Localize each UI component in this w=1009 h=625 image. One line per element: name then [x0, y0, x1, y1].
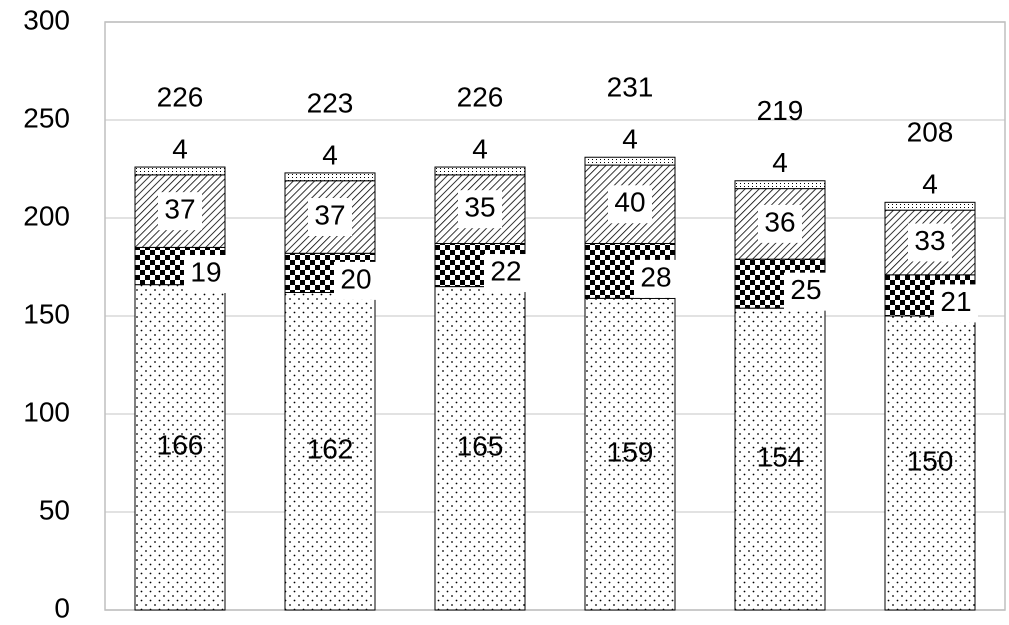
y-tick-label: 200	[23, 200, 70, 231]
bar-segment	[284, 291, 376, 611]
data-label: 28	[640, 261, 671, 292]
label-bg	[634, 259, 678, 298]
data-label: 4	[472, 133, 488, 164]
label-bg	[458, 190, 502, 229]
data-label: 19	[190, 256, 221, 287]
bar-segment	[734, 180, 826, 190]
data-label: 4	[322, 139, 338, 170]
label-bg	[484, 254, 528, 293]
bar-segment	[434, 286, 526, 611]
bar-segment	[584, 156, 676, 166]
bar-segment	[884, 201, 976, 211]
total-label: 208	[907, 117, 954, 148]
data-label: 33	[914, 225, 945, 256]
data-label: 165	[457, 431, 504, 462]
label-bg	[158, 192, 202, 231]
data-label: 25	[790, 274, 821, 305]
total-label: 223	[307, 87, 354, 118]
total-label: 219	[757, 95, 804, 126]
label-bg	[784, 272, 828, 311]
label-bg	[184, 255, 228, 294]
y-tick-label: 250	[23, 102, 70, 133]
bar-segment	[434, 166, 526, 176]
data-label: 4	[172, 133, 188, 164]
data-label: 159	[607, 437, 654, 468]
label-bg	[758, 204, 802, 243]
data-label: 150	[907, 445, 954, 476]
total-label: 226	[457, 81, 504, 112]
label-bg	[934, 284, 978, 323]
data-label: 37	[164, 194, 195, 225]
data-label: 4	[772, 147, 788, 178]
data-label: 37	[314, 199, 345, 230]
total-label: 226	[157, 81, 204, 112]
y-tick-label: 150	[23, 298, 70, 329]
bar-segment	[584, 297, 676, 611]
data-label: 166	[157, 430, 204, 461]
data-label: 4	[922, 169, 938, 200]
data-label: 4	[622, 124, 638, 155]
bar-segment	[734, 307, 826, 611]
bar-segment	[884, 315, 976, 611]
total-label: 231	[607, 72, 654, 103]
label-bg	[608, 185, 652, 224]
y-tick-label: 300	[23, 4, 70, 35]
label-bg	[908, 223, 952, 262]
data-label: 154	[757, 441, 804, 472]
bar-segment	[134, 284, 226, 611]
y-tick-label: 0	[54, 592, 70, 623]
data-label: 21	[940, 286, 971, 317]
bar-segment	[134, 166, 226, 176]
label-bg	[308, 198, 352, 237]
y-tick-label: 100	[23, 396, 70, 427]
plot-frame	[104, 21, 1006, 611]
data-label: 22	[490, 255, 521, 286]
y-tick-label: 50	[39, 494, 70, 525]
data-label: 36	[764, 206, 795, 237]
data-label: 162	[307, 434, 354, 465]
data-label: 20	[340, 263, 371, 294]
data-label: 40	[614, 187, 645, 218]
label-bg	[334, 261, 378, 300]
bar-segment	[284, 172, 376, 182]
data-label: 35	[464, 192, 495, 223]
